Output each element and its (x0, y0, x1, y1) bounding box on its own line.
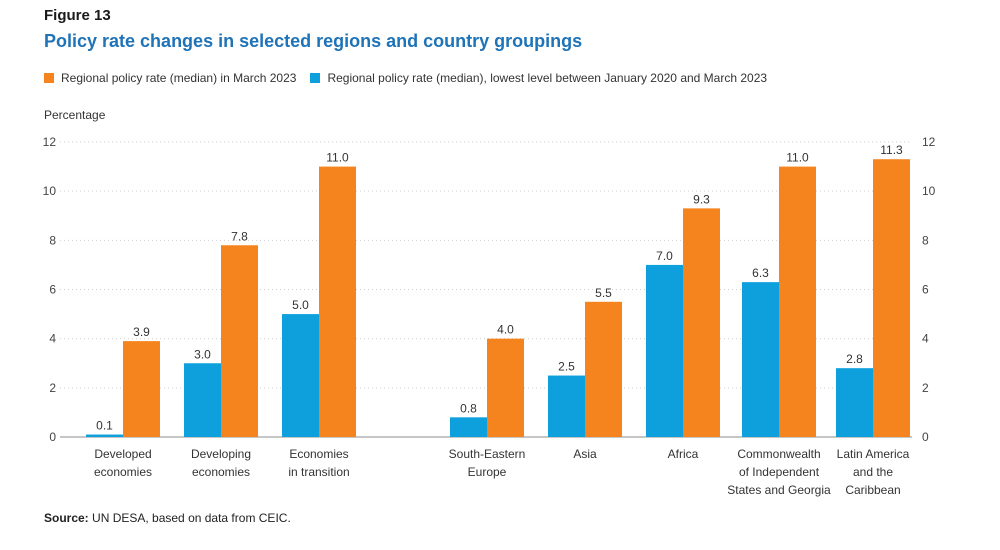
data-label: 2.8 (846, 352, 863, 366)
bar (221, 245, 258, 437)
data-label: 11.3 (880, 143, 903, 157)
y-tick-label-right: 12 (922, 135, 936, 149)
bar (184, 363, 221, 437)
source-note: Source: UN DESA, based on data from CEIC… (44, 511, 291, 525)
source-prefix: Source: (44, 511, 89, 525)
bar (487, 338, 524, 437)
bar (282, 314, 319, 437)
y-tick-label-left: 4 (49, 332, 56, 346)
data-label: 11.0 (326, 151, 349, 165)
x-tick-label: Developing (191, 447, 251, 461)
chart-title: Policy rate changes in selected regions … (44, 31, 583, 51)
x-tick-label: Africa (668, 447, 699, 461)
bar (873, 159, 910, 438)
figure-label: Figure 13 (44, 7, 111, 24)
x-tick-label: Economies (289, 447, 348, 461)
x-tick-label: Commonwealth (737, 447, 820, 461)
y-tick-label-left: 10 (43, 184, 57, 198)
x-tick-label: South-Eastern (449, 447, 526, 461)
data-label: 4.0 (497, 323, 514, 337)
y-tick-label-left: 0 (49, 430, 56, 444)
x-tick-label: Developed (94, 447, 151, 461)
x-tick-label: economies (94, 465, 152, 479)
data-label: 3.0 (194, 347, 211, 361)
legend-label-march-2023: Regional policy rate (median) in March 2… (61, 71, 297, 85)
legend-swatch-orange (44, 73, 54, 83)
data-label: 5.0 (292, 298, 309, 312)
bar (683, 208, 720, 437)
x-tick-label: Europe (468, 465, 507, 479)
data-label: 0.1 (96, 419, 113, 433)
data-label: 2.5 (558, 360, 575, 374)
bar (779, 166, 816, 438)
bar (836, 368, 873, 437)
legend-item-march-2023: Regional policy rate (median) in March 2… (44, 71, 296, 85)
bar (450, 417, 487, 437)
x-tick-label: economies (192, 465, 250, 479)
y-tick-label-right: 2 (922, 381, 929, 395)
x-tick-label: Asia (573, 447, 597, 461)
data-label: 6.3 (752, 266, 769, 280)
bar (585, 301, 622, 437)
source-text: UN DESA, based on data from CEIC. (88, 511, 291, 525)
x-tick-label: in transition (288, 465, 349, 479)
y-tick-label-right: 0 (922, 430, 929, 444)
y-tick-label-left: 2 (49, 381, 56, 395)
y-tick-label-right: 6 (922, 283, 929, 297)
x-tick-label: States and Georgia (727, 483, 831, 497)
legend-swatch-blue (310, 73, 321, 83)
x-tick-label: Caribbean (845, 483, 900, 497)
data-label: 5.5 (595, 286, 612, 300)
bar (742, 282, 779, 437)
bar (646, 264, 683, 437)
y-axis-label: Percentage (44, 108, 106, 122)
x-tick-label: of Independent (739, 465, 820, 479)
data-label: 3.9 (133, 325, 150, 339)
data-label: 0.8 (460, 401, 477, 415)
bar (123, 341, 160, 437)
legend-item-lowest-level: Regional policy rate (median), lowest le… (310, 71, 767, 85)
legend-label-lowest-level: Regional policy rate (median), lowest le… (327, 71, 768, 85)
data-label: 9.3 (693, 192, 710, 206)
y-tick-label-left: 8 (49, 233, 56, 247)
data-label: 7.0 (656, 249, 673, 263)
x-tick-label: Latin America (837, 447, 910, 461)
data-label: 11.0 (786, 151, 809, 165)
bar (548, 375, 585, 437)
bar (86, 434, 123, 437)
bar (319, 166, 356, 438)
y-tick-label-left: 6 (49, 283, 56, 297)
y-tick-label-right: 8 (922, 233, 929, 247)
y-tick-label-right: 10 (922, 184, 936, 198)
x-tick-label: and the (853, 465, 893, 479)
y-tick-label-right: 4 (922, 332, 929, 346)
legend: Regional policy rate (median) in March 2… (44, 71, 781, 85)
data-label: 7.8 (231, 229, 248, 243)
y-tick-label-left: 12 (43, 135, 57, 149)
